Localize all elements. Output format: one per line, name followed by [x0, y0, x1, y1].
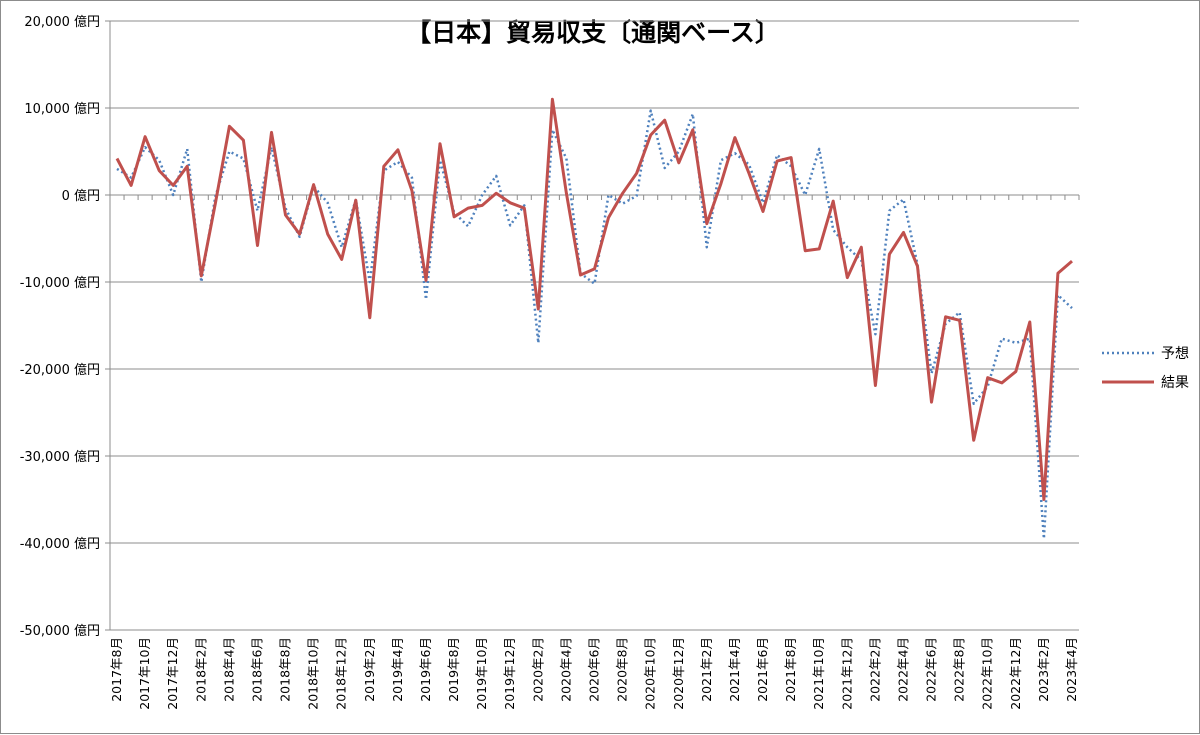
y-tick-label: -20,000 億円	[20, 362, 100, 378]
grid-lines	[105, 20, 1080, 631]
y-tick-label: -40,000 億円	[20, 536, 100, 552]
x-tick-label: 2018年10月	[306, 637, 321, 710]
x-tick-label: 2019年8月	[446, 637, 461, 702]
x-tick-label: 2021年2月	[699, 637, 714, 702]
x-tick-label: 2022年2月	[867, 637, 882, 702]
x-tick-label: 2020年10月	[643, 637, 658, 710]
x-tick-label: 2018年12月	[334, 637, 349, 710]
series-actual-line	[115, 97, 1073, 501]
x-tick-label: 2021年10月	[811, 637, 826, 710]
x-tick-label: 2022年12月	[1008, 637, 1023, 710]
x-tick-label: 2021年6月	[755, 637, 770, 702]
series-forecast	[116, 109, 1073, 540]
legend-label-actual: 結果	[1161, 375, 1189, 391]
chart-title: 【日本】貿易収支〔通関ベース〕	[406, 18, 780, 47]
legend-label-forecast: 予想	[1161, 346, 1189, 362]
x-tick-label: 2019年4月	[390, 637, 405, 702]
x-tick-label: 2017年8月	[109, 637, 124, 702]
series-actual	[115, 97, 1073, 501]
x-tick-label: 2018年4月	[221, 637, 236, 702]
x-tick-label: 2019年12月	[502, 637, 517, 710]
x-tick-label: 2020年2月	[530, 637, 545, 702]
y-tick-label: 10,000 億円	[24, 101, 100, 117]
y-tick-label: -30,000 億円	[20, 449, 100, 465]
x-tick-label: 2019年10月	[474, 637, 489, 710]
x-tick-label: 2018年6月	[249, 637, 264, 702]
x-tick-labels: 2017年8月 2017年10月 2017年12月 2018年2月 2018年4月 201…	[109, 637, 1079, 710]
x-tick-label: 2020年12月	[671, 637, 686, 710]
x-tick-label: 2022年6月	[924, 637, 939, 702]
x-tick-label: 2023年4月	[1064, 637, 1079, 702]
y-tick-label: 20,000 億円	[24, 14, 100, 30]
y-tick-label: -10,000 億円	[20, 275, 100, 291]
x-tick-label: 2020年6月	[587, 637, 602, 702]
x-tick-label: 2021年4月	[727, 637, 742, 702]
x-tick-label: 2019年2月	[362, 637, 377, 702]
x-tick-label: 2023年2月	[1036, 637, 1051, 702]
x-tick-label: 2020年4月	[558, 637, 573, 702]
series-forecast-line	[116, 109, 1073, 540]
x-tick-label: 2022年4月	[895, 637, 910, 702]
x-tick-label: 2019年6月	[418, 637, 433, 702]
axes	[109, 21, 1079, 630]
legend: 予想 結果	[1102, 346, 1189, 391]
x-tick-label: 2022年10月	[980, 637, 995, 710]
x-tick-label: 2021年8月	[783, 637, 798, 702]
x-tick-label: 2018年8月	[278, 637, 293, 702]
series-lines	[115, 97, 1073, 540]
x-tick-label: 2020年8月	[615, 637, 630, 702]
x-tick-label: 2017年10月	[137, 637, 152, 710]
y-tick-label: -50,000 億円	[20, 623, 100, 639]
y-tick-labels: 20,000 億円 10,000 億円 0 億円 -10,000 億円 -20,000 …	[20, 14, 100, 639]
x-tick-label: 2022年8月	[952, 637, 967, 702]
x-tick-label: 2018年2月	[193, 637, 208, 702]
y-tick-label: 0 億円	[62, 188, 100, 204]
x-tick-label: 2017年12月	[165, 637, 180, 710]
x-tick-label: 2021年12月	[839, 637, 854, 710]
